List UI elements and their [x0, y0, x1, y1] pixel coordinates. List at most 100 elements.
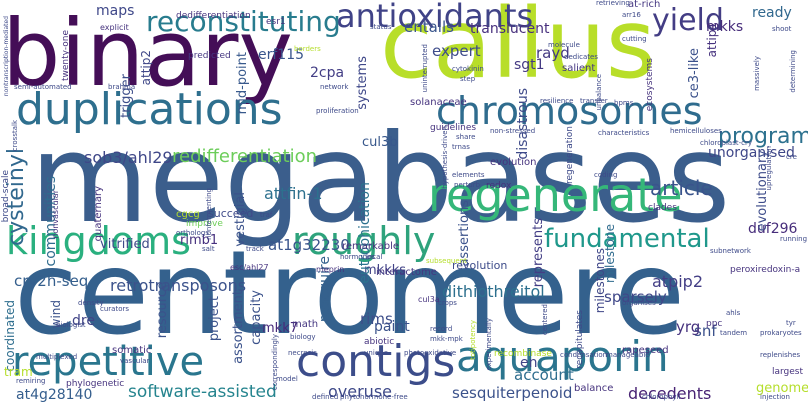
- word-tandem: tandem: [720, 329, 748, 337]
- word-aquaporin: aquaporin: [456, 332, 669, 381]
- word-eutrophication: eutrophication: [357, 182, 373, 284]
- word-nontranscription-mediated: nontranscription-mediated: [3, 16, 10, 97]
- word-cul3a: cul3a: [418, 295, 440, 304]
- word-resource: resource: [155, 282, 170, 339]
- word-borders: borders: [294, 45, 321, 53]
- word-yrg: yrg: [676, 318, 701, 336]
- word-revolution: revolution: [452, 259, 508, 272]
- word-article: article: [650, 176, 713, 200]
- word-2cpa: 2cpa: [310, 65, 345, 81]
- word-defined: defined: [312, 393, 339, 401]
- word-organises: organises: [622, 299, 656, 307]
- word-cre: cre: [786, 153, 797, 161]
- word-interactome: interactome: [376, 267, 437, 278]
- word-sesquiterpenoid: sesquiterpenoid: [452, 384, 573, 402]
- word-subsequent: subsequent: [426, 257, 467, 265]
- word-expert: expert: [432, 42, 481, 60]
- word-phytohormone-free: phytohormone-free: [340, 393, 408, 401]
- word-sparsely: sparsely: [604, 288, 667, 306]
- word-dedicates: dedicates: [564, 53, 598, 61]
- word-twenty-one: twenty-one: [61, 30, 71, 81]
- word-shoot: shoot: [772, 25, 792, 33]
- word-prokaryotes: prokaryotes: [760, 329, 802, 337]
- word-remiring: remiring: [16, 377, 46, 385]
- word-tyr: tyr: [786, 319, 796, 327]
- word-cytokinin: cytokinin: [452, 65, 484, 73]
- word-perturb: perturb: [454, 181, 481, 189]
- word-dre: dre: [72, 313, 95, 329]
- word-coordinated: coordinated: [3, 300, 17, 372]
- word-assortment: assortment: [231, 290, 246, 364]
- word-massively: massively: [753, 56, 761, 91]
- word-predicted: predicted: [188, 51, 231, 61]
- word-bpms: bpms: [614, 99, 634, 107]
- word-hemicelluloses: hemicelluloses: [670, 127, 722, 135]
- word-guidelines: guidelines: [430, 123, 477, 133]
- word-clades: clades: [648, 203, 677, 213]
- word-non-stressed: non-stressed: [490, 127, 536, 135]
- word-megabases: megabases: [30, 108, 731, 250]
- word-step: step: [460, 75, 476, 83]
- word-attip2: attip2: [139, 50, 153, 86]
- word-molecule: molecule: [548, 41, 580, 49]
- word-rims: rims: [360, 310, 393, 328]
- word-replenishes: replenishes: [760, 351, 801, 359]
- word-chlorophyll: chlorophyll: [642, 393, 681, 401]
- word-atpip2: atpip2: [652, 272, 704, 291]
- word-record: record: [430, 325, 453, 333]
- word-paint: paint: [374, 319, 410, 335]
- word-elements: elements: [452, 171, 485, 179]
- word-genome: genome: [756, 381, 808, 396]
- word-rimb1: rimb1: [180, 233, 219, 248]
- word-reconstituting: reconstituting: [146, 5, 341, 38]
- word-crops: crops: [438, 299, 457, 307]
- word-redox: redox: [486, 181, 512, 191]
- word-succeed: succeed: [208, 207, 254, 220]
- word-brahma: brahma: [108, 83, 136, 91]
- word-repetitive: repetitive: [12, 339, 205, 385]
- word-status: status: [370, 23, 392, 31]
- word-explicit: explicit: [100, 23, 129, 32]
- word-account: account: [514, 366, 574, 384]
- word-orthologs: orthologs: [176, 229, 209, 237]
- word-share: share: [456, 133, 476, 141]
- word-translucent: translucent: [470, 21, 550, 37]
- word-attfin-1: attfin-1: [264, 184, 323, 203]
- word-balance: balance: [574, 383, 614, 394]
- word-kingdoms: kingdoms: [6, 219, 191, 263]
- word-math: math: [292, 319, 319, 330]
- word-rayd: rayd: [536, 44, 570, 62]
- word-chromosomes: chromosomes: [436, 89, 703, 133]
- word-correspondingly: correspondingly: [271, 334, 279, 391]
- word-uninterrupted: uninterrupted: [421, 44, 429, 93]
- word-running: running: [780, 235, 808, 243]
- word-ppc: ppc: [706, 319, 723, 329]
- word-dedifferentiation: dedifferentiation: [176, 11, 251, 21]
- word-binary: binary: [2, 0, 293, 107]
- word-mkk7: mkk7: [262, 321, 298, 336]
- word-biology: biology: [290, 333, 316, 341]
- word-software-assisted: software-assisted: [128, 382, 277, 402]
- word-manageable: manageable: [606, 351, 650, 359]
- word-abiotic: abiotic: [364, 337, 395, 347]
- word-broad-scale: broad-scale: [1, 170, 11, 223]
- word-mkk-mpk: mkk-mpk: [430, 335, 463, 343]
- word-improve: improve: [186, 219, 223, 229]
- word-regeneration: regeneration: [565, 126, 575, 184]
- word-curators: curators: [100, 305, 130, 313]
- word-entails: entails: [404, 18, 454, 36]
- word-solanaceae: solanaceae: [410, 97, 467, 108]
- word-quaternary: quaternary: [93, 186, 104, 242]
- word-esc-ahl27: esc/ahl27: [230, 263, 269, 272]
- word-decedents: decedents: [628, 384, 712, 403]
- word-necrosis: necrosis: [288, 349, 317, 357]
- word-determining: determining: [789, 50, 797, 93]
- word-hypothesis-driven: hypothesis-driven: [441, 126, 449, 189]
- word-rapeseed: rapeseed: [622, 345, 669, 356]
- word-chloroplast-cry: chloroplast-cry: [700, 139, 752, 147]
- word-overuse: overuse: [328, 382, 392, 401]
- word-crosstalk: crosstalk: [11, 120, 19, 152]
- word-ce3-like: ce3-like: [687, 48, 702, 99]
- word-totipotency: totipotency: [469, 320, 477, 360]
